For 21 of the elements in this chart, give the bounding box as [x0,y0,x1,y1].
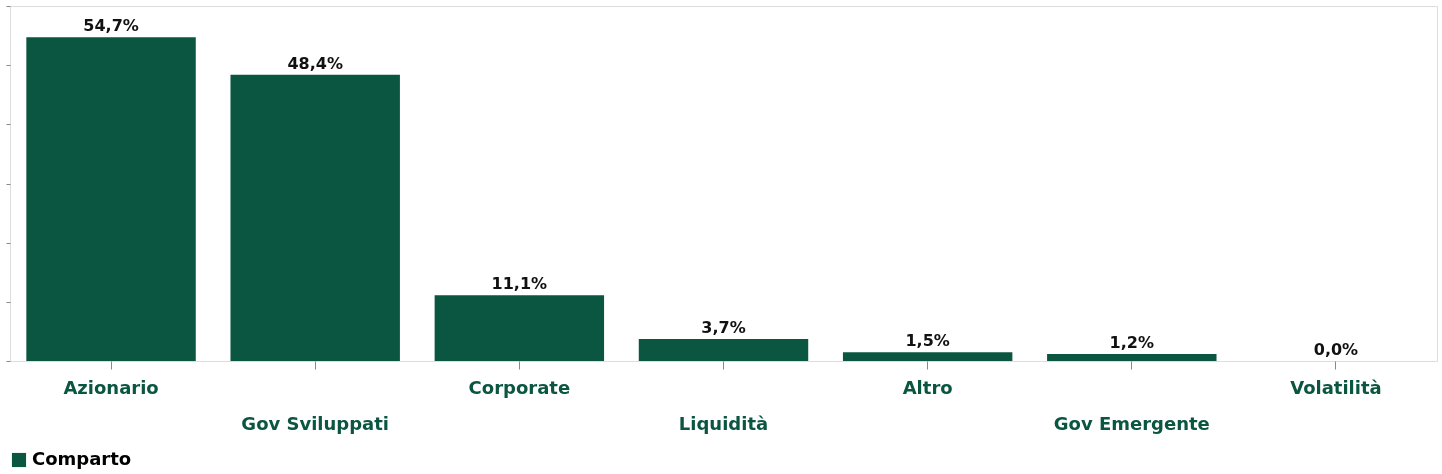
data-label: 1,2% [1109,332,1154,352]
data-label: 0,0% [1313,340,1359,359]
x-tick-label: Liquidità [678,412,769,434]
x-tick-label: Azionario [63,376,159,398]
bar [434,295,605,361]
bar [638,339,809,361]
legend-label: Comparto [32,448,132,469]
bar [230,74,400,361]
data-label: 54,7% [83,16,139,36]
bar [1047,353,1217,361]
x-tick-label: Altro [902,376,953,398]
data-label: 11,1% [491,274,548,294]
data-label: 1,5% [905,331,950,351]
bar [842,352,1013,361]
x-tick-label: Volatilità [1290,376,1382,398]
x-tick-label: Gov Sviluppati [241,412,390,434]
data-label: 3,7% [701,318,746,338]
data-label: 48,4% [287,53,343,73]
x-tick-label: Corporate [468,376,571,398]
x-tick-label: Gov Emergente [1053,412,1210,434]
bar [26,37,196,361]
